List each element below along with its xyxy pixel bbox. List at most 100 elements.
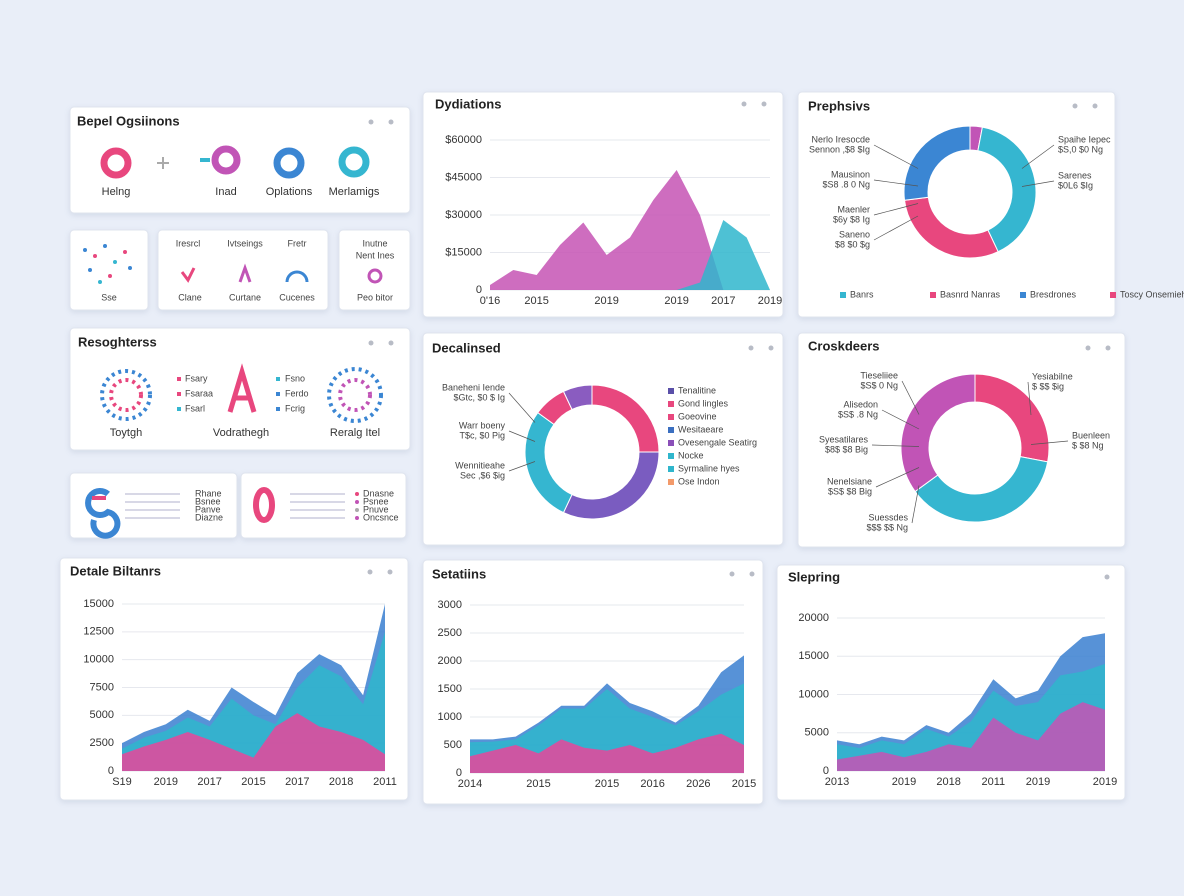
y-tick-label: 1000: [438, 711, 462, 723]
list-item: Bsnee: [195, 496, 221, 506]
callout-label: Nerlo Iresocde: [811, 134, 870, 144]
tile-label: Clane: [178, 292, 202, 302]
callout-label: $Gtc, $0 $ Ig: [453, 392, 505, 402]
menu-dot: [729, 571, 735, 577]
legend-label: Goeovine: [678, 411, 717, 421]
legend-label: Fsaraa: [185, 388, 213, 398]
icon: [100, 147, 132, 179]
legend-swatch: [668, 414, 674, 420]
callout-label: Buenleen: [1072, 430, 1110, 440]
legend-label: Bresdrones: [1030, 289, 1077, 299]
menu-dot: [1105, 345, 1111, 351]
callout-line: [873, 203, 919, 216]
callout-label: $S$ .8 Ng: [838, 409, 878, 419]
legend-label: Toscy Onsemiehel: [1120, 289, 1184, 299]
callout-line: [508, 430, 536, 442]
legend-label: Fcrig: [285, 403, 305, 413]
dot: [108, 274, 112, 278]
legend-swatch: [668, 453, 674, 459]
callout-label: $8$ $8 Big: [825, 444, 868, 454]
legend-label: Nocke: [678, 450, 704, 460]
legend-swatch: [668, 466, 674, 472]
callout-label: $S$ 0 Ng: [860, 380, 898, 390]
icon: [338, 146, 370, 178]
legend-swatch: [930, 292, 936, 298]
callout-line: [1030, 440, 1069, 445]
callout-line: [881, 409, 920, 430]
legend-label: Ovesengale Seatirg: [678, 437, 757, 447]
callout-label: Yesiabilne: [1032, 371, 1073, 381]
area: [122, 713, 385, 771]
x-tick-label: 2017: [711, 295, 735, 307]
callout-label: T$c, $0 Pig: [459, 430, 505, 440]
tile-header: Ivtseings: [227, 238, 263, 248]
legend-swatch: [668, 401, 674, 407]
legend-swatch: [668, 440, 674, 446]
legend-swatch: [668, 388, 674, 394]
tile-header: Fretr: [288, 238, 307, 248]
card: [69, 229, 149, 311]
x-tick-label: S19: [112, 776, 132, 788]
legend-swatch: [276, 377, 280, 381]
legend-label: Fsarl: [185, 403, 205, 413]
icon: [238, 263, 252, 283]
list-item: Dnasne: [363, 488, 394, 498]
y-tick-label: $45000: [445, 171, 482, 183]
tile-label: Peo bitor: [357, 292, 393, 302]
chart-title: Prephsivs: [808, 98, 870, 113]
card-menus: [367, 101, 1111, 580]
menu-dot: [749, 571, 755, 577]
donut-segment: [903, 125, 971, 201]
menu-dot: [388, 340, 394, 346]
list-item: Rhane: [195, 488, 222, 498]
x-tick-label: 2019: [758, 295, 782, 307]
option-label: Merlamigs: [329, 186, 380, 198]
bullet: [355, 508, 359, 512]
callout-line: [508, 392, 536, 423]
callout-label: Suessdes: [868, 512, 908, 522]
x-tick-label: 2013: [825, 776, 849, 788]
dot: [88, 268, 92, 272]
menu-dot: [1072, 103, 1078, 109]
card-title: Resoghterss: [78, 334, 157, 349]
chart-title: Detale Biltanrs: [70, 563, 161, 578]
callout-line: [873, 144, 919, 169]
legend-label: Syrmaline hyes: [678, 463, 740, 473]
y-tick-label: 2000: [438, 655, 462, 667]
x-tick-label: 2019: [594, 295, 618, 307]
callout-label: $S,0 $0 Ng: [1058, 144, 1103, 154]
tile-label: Cucenes: [279, 292, 315, 302]
y-tick-label: 10000: [83, 654, 114, 666]
callout-label: Syesatilares: [819, 434, 869, 444]
menu-dot: [1085, 345, 1091, 351]
x-tick-label: 2016: [640, 778, 664, 790]
callout-label: Sarenes: [1058, 170, 1092, 180]
callout-label: Sennon ,$8 $Ig: [809, 144, 870, 154]
callout-line: [873, 215, 919, 241]
tile-header: Iresrcl: [176, 238, 201, 248]
callout-label: Tieseliiee: [860, 370, 898, 380]
card: [797, 332, 1126, 548]
x-tick-label: 2011: [982, 776, 1006, 788]
callout-label: $ $$ $ig: [1032, 381, 1064, 391]
y-tick-label: $60000: [445, 134, 482, 146]
callout-label: $0L6 $Ig: [1058, 180, 1093, 190]
icon: [211, 145, 241, 175]
callout-label: $8 $0 $g: [835, 239, 870, 249]
callout-line: [901, 380, 920, 415]
icon: [157, 157, 169, 169]
dot: [123, 250, 127, 254]
callout-line: [508, 461, 536, 472]
legend-label: Basnrd Nanras: [940, 289, 1001, 299]
y-tick-label: 12500: [83, 626, 114, 638]
callout-line: [1021, 144, 1055, 169]
legend-label: Gond lingles: [678, 398, 729, 408]
x-tick-label: 2011: [373, 776, 397, 788]
x-tick-label: 2015: [524, 295, 548, 307]
tile-label: Sse: [101, 292, 117, 302]
legend-label: Banrs: [850, 289, 874, 299]
legend-swatch: [668, 479, 674, 485]
menu-dot: [368, 119, 374, 125]
chart-title: Decalinsed: [432, 340, 501, 355]
